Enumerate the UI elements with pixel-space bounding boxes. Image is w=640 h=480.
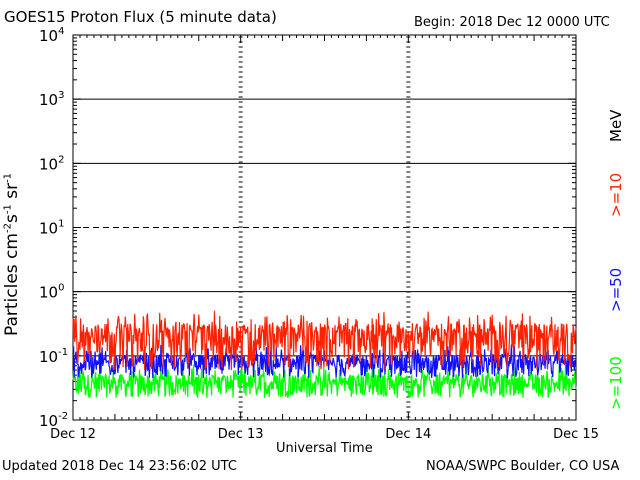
begin-label: Begin: 2018 Dec 12 0000 UTC	[414, 15, 610, 30]
x-tick-label: Dec 12	[50, 427, 96, 442]
updated-label: Updated 2018 Dec 14 23:56:02 UTC	[2, 459, 237, 474]
x-tick-label: Dec 14	[385, 427, 431, 442]
y-tick-label: 104	[39, 26, 64, 45]
x-tick-label: Dec 13	[218, 427, 264, 442]
x-tick-label: Dec 15	[553, 427, 599, 442]
series-line-0	[72, 310, 577, 371]
chart-title: GOES15 Proton Flux (5 minute data)	[4, 8, 277, 26]
y-tick-label: 10-1	[39, 347, 68, 366]
x-axis-title: Universal Time	[276, 441, 373, 456]
y-axis-title: Particles cm-2s-1 sr-1	[2, 172, 22, 336]
legend-ge100: >=100	[607, 356, 625, 410]
legend-ge10: >=10	[607, 172, 625, 217]
series-line-2	[72, 364, 577, 399]
y-tick-label: 103	[39, 90, 64, 109]
unit-label-mev: MeV	[607, 109, 625, 142]
credit-label: NOAA/SWPC Boulder, CO USA	[426, 459, 620, 474]
y-tick-label: 100	[39, 283, 64, 302]
y-tick-label: 10-2	[39, 411, 68, 430]
y-tick-label: 101	[39, 219, 64, 238]
y-tick-label: 102	[39, 154, 64, 173]
legend-ge50: >=50	[607, 267, 625, 312]
